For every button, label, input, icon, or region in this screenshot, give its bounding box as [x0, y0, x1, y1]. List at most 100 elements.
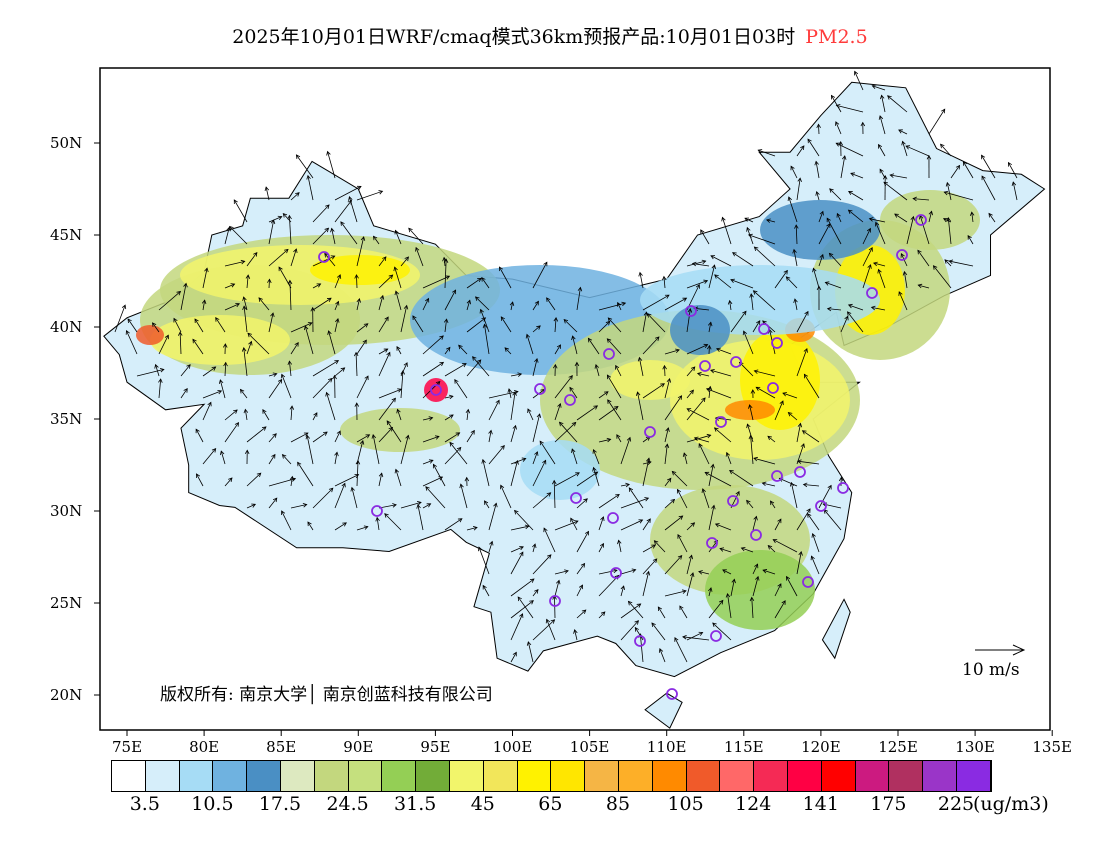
wind-arrow-head: [838, 476, 844, 482]
wind-arrow-head: [211, 366, 217, 371]
wind-arrow: [412, 315, 424, 333]
wind-arrow-head: [678, 515, 684, 520]
wind-arrow: [475, 296, 490, 311]
wind-arrow-head: [253, 251, 258, 257]
wind-arrow: [813, 268, 820, 289]
wind-arrow: [879, 115, 886, 135]
wind-arrow: [334, 200, 352, 223]
wind-arrow-head: [408, 227, 413, 233]
lat-label: 30N: [50, 502, 83, 520]
wind-arrow-head: [797, 177, 802, 183]
wind-arrow: [532, 543, 536, 553]
wind-arrow: [126, 330, 138, 355]
lon-label: 135E: [1032, 738, 1072, 756]
wind-arrow-head: [462, 363, 467, 368]
wind-arrow-head: [824, 281, 830, 286]
wind-arrow-head: [553, 316, 559, 322]
wind-arrow: [898, 129, 908, 135]
lon-label: 85E: [266, 738, 297, 756]
wind-arrow-head: [341, 482, 346, 488]
wind-arrow: [290, 504, 307, 509]
lat-label: 50N: [50, 134, 83, 152]
wind-arrow: [281, 374, 292, 399]
wind-arrow-head: [583, 498, 588, 503]
wind-arrow-head: [217, 389, 223, 395]
wind-arrow: [642, 518, 651, 531]
wind-arrow-head: [121, 304, 127, 310]
wind-arrow: [480, 309, 490, 333]
wind-arrow: [607, 374, 622, 399]
wind-arrow-head: [681, 589, 687, 594]
wind-arrow-head: [617, 539, 622, 545]
wind-arrow-head: [158, 378, 163, 383]
wind-arrow-head: [270, 219, 276, 225]
wind-arrow: [762, 569, 776, 575]
wind-arrow: [569, 387, 578, 399]
wind-arrow: [835, 121, 842, 135]
wind-arrow-head: [355, 459, 361, 465]
wind-arrow-head: [342, 522, 347, 527]
wind-arrow-head: [643, 311, 649, 317]
wind-arrow-head: [755, 386, 761, 391]
city-marker: [771, 470, 783, 482]
wind-arrow-head: [454, 379, 459, 384]
wind-arrow-head: [403, 362, 408, 367]
wind-arrow: [278, 266, 292, 289]
wind-reference-label: 10 m/s: [962, 660, 1020, 680]
wind-arrow-head: [698, 631, 704, 636]
wind-arrow-head: [388, 426, 394, 432]
wind-arrow: [576, 405, 598, 421]
wind-arrow: [444, 518, 463, 531]
wind-arrow-head: [364, 375, 369, 381]
wind-arrow-head: [283, 248, 289, 254]
concentration-patch: [310, 255, 410, 285]
wind-arrow-head: [556, 344, 561, 349]
colorbar-label: 225: [937, 793, 975, 815]
wind-arrow: [683, 452, 688, 465]
wind-arrow: [950, 165, 960, 179]
wind-arrow: [576, 287, 581, 311]
wind-arrow-head: [942, 217, 948, 223]
wind-arrow: [510, 373, 522, 377]
wind-arrow: [700, 229, 710, 245]
wind-arrow: [246, 426, 267, 443]
wind-arrow-head: [767, 544, 773, 550]
wind-arrow-head: [912, 196, 917, 202]
wind-arrow-head: [636, 603, 642, 608]
wind-arrow: [180, 283, 187, 311]
wind-arrow-head: [835, 104, 841, 109]
wind-arrow: [988, 213, 996, 223]
wind-arrow: [331, 228, 336, 245]
lat-label: 35N: [50, 410, 83, 428]
wind-arrow: [517, 596, 534, 619]
wind-arrow-head: [693, 436, 699, 441]
wind-arrow: [620, 620, 639, 641]
wind-arrow: [202, 448, 216, 465]
wind-arrow: [334, 522, 347, 531]
wind-arrow-head: [740, 546, 746, 552]
wind-arrow: [268, 433, 277, 443]
wind-arrow: [378, 398, 396, 421]
wind-arrow: [918, 284, 930, 289]
wind-arrow: [752, 576, 759, 597]
wind-arrow-head: [125, 330, 130, 335]
wind-arrow-head: [662, 364, 667, 370]
wind-arrow-head: [354, 474, 360, 479]
wind-arrow-head: [295, 154, 301, 160]
wind-arrow: [554, 317, 557, 333]
wind-arrow-head: [786, 575, 791, 581]
wind-arrow: [710, 369, 732, 377]
wind-arrow-head: [400, 370, 405, 375]
wind-arrow: [422, 417, 433, 421]
wind-arrow-head: [816, 123, 821, 129]
wind-arrow: [730, 311, 747, 333]
wind-arrow: [554, 520, 579, 531]
wind-arrow-head: [807, 138, 812, 144]
wind-arrow: [890, 174, 908, 179]
wind-arrow: [862, 228, 871, 245]
wind-arrow: [642, 294, 670, 311]
lon-label: 120E: [801, 738, 841, 756]
wind-arrow-head: [277, 378, 283, 384]
wind-arrow-head: [353, 351, 359, 357]
wind-arrow-head: [584, 530, 589, 536]
